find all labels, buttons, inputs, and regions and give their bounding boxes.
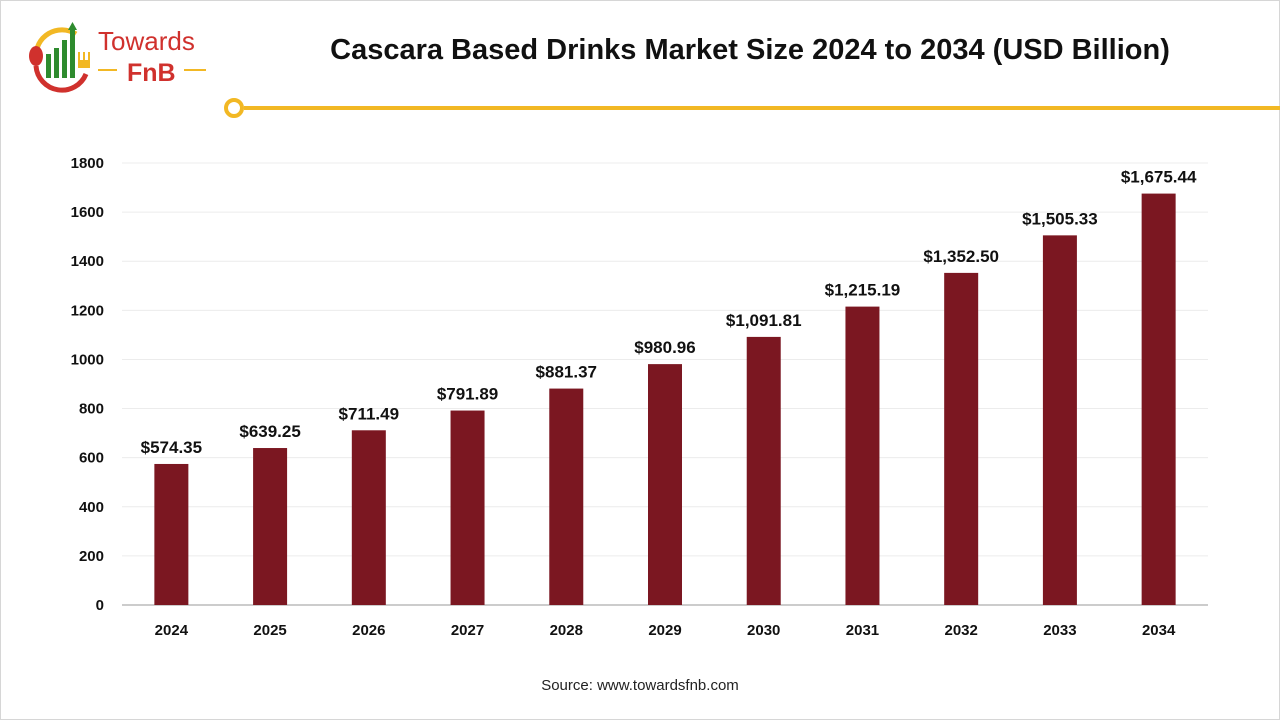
towards-fnb-logo: Towards FnB bbox=[29, 22, 206, 93]
y-tick-label: 800 bbox=[79, 401, 104, 418]
bar-2025 bbox=[253, 448, 288, 605]
bar-2030 bbox=[746, 336, 781, 605]
x-tick-label: 2026 bbox=[352, 622, 385, 639]
y-tick-label: 0 bbox=[96, 597, 104, 614]
data-label: $1,352.50 bbox=[923, 247, 999, 266]
logo-text-fnb: FnB bbox=[127, 59, 176, 87]
x-tick-label: 2031 bbox=[846, 622, 879, 639]
y-tick-label: 400 bbox=[79, 499, 104, 516]
bar-2026 bbox=[351, 430, 386, 605]
chart-title: Cascara Based Drinks Market Size 2024 to… bbox=[330, 34, 1170, 66]
data-label: $1,675.44 bbox=[1121, 168, 1197, 187]
data-label: $1,215.19 bbox=[825, 281, 901, 300]
data-label: $791.89 bbox=[437, 385, 498, 404]
y-tick-label: 1000 bbox=[71, 351, 104, 368]
y-tick-label: 1400 bbox=[71, 253, 104, 270]
bar-2032 bbox=[944, 272, 979, 605]
data-label: $1,091.81 bbox=[726, 311, 802, 330]
x-tick-label: 2025 bbox=[253, 622, 286, 639]
source-note: Source: www.towardsfnb.com bbox=[541, 677, 739, 694]
bar-2033 bbox=[1042, 235, 1077, 605]
bar-2028 bbox=[549, 388, 584, 605]
x-tick-label: 2029 bbox=[648, 622, 681, 639]
data-label: $1,505.33 bbox=[1022, 209, 1098, 228]
x-tick-label: 2027 bbox=[451, 622, 484, 639]
y-tick-label: 200 bbox=[79, 548, 104, 565]
y-tick-label: 1800 bbox=[71, 155, 104, 172]
bar-2034 bbox=[1141, 193, 1176, 605]
bar-2027 bbox=[450, 410, 485, 605]
x-tick-label: 2032 bbox=[944, 622, 977, 639]
bar-2029 bbox=[648, 364, 682, 605]
bar-2024 bbox=[154, 463, 189, 605]
x-tick-label: 2024 bbox=[155, 622, 189, 639]
y-tick-label: 600 bbox=[79, 450, 104, 467]
data-label: $881.37 bbox=[536, 363, 597, 382]
data-label: $574.35 bbox=[141, 438, 202, 457]
x-tick-label: 2034 bbox=[1142, 622, 1176, 639]
data-label: $980.96 bbox=[634, 338, 695, 357]
x-tick-label: 2033 bbox=[1043, 622, 1076, 639]
underline-circle-icon bbox=[224, 98, 244, 118]
y-tick-label: 1600 bbox=[71, 204, 104, 221]
data-label: $711.49 bbox=[339, 404, 400, 423]
x-tick-label: 2028 bbox=[550, 622, 583, 639]
y-tick-label: 1200 bbox=[71, 302, 104, 319]
logo-text-towards: Towards bbox=[98, 26, 195, 56]
x-tick-label: 2030 bbox=[747, 622, 780, 639]
data-label: $639.25 bbox=[239, 422, 300, 441]
bar-2031 bbox=[845, 306, 880, 605]
